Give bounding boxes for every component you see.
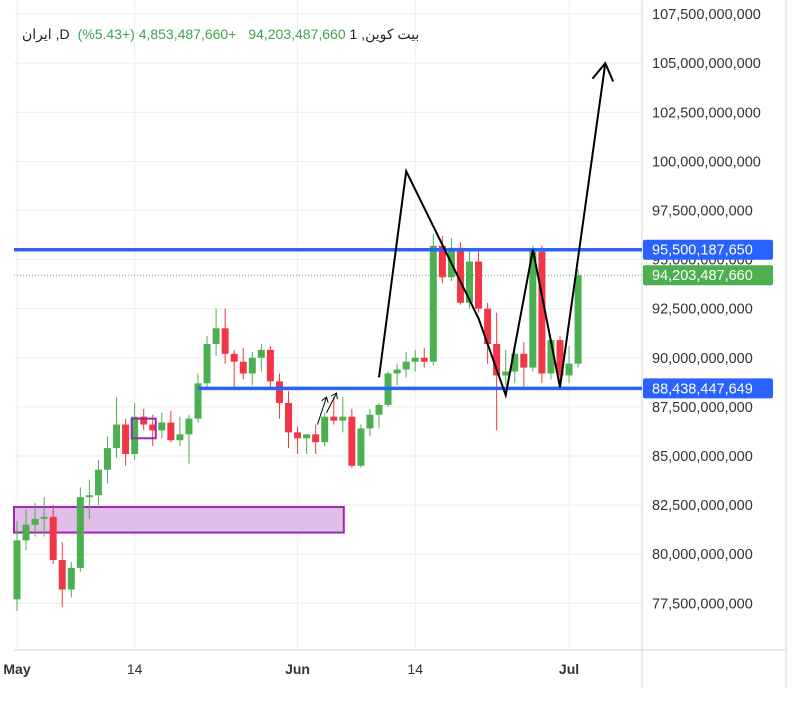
candle-body [475,261,483,309]
y-tick-label: 90,000,000,000 [652,351,753,367]
y-tick-label: 92,500,000,000 [652,302,753,318]
small-arrow [326,392,337,413]
candle-body [49,516,57,561]
candle-body [456,247,464,303]
y-tick-label: 85,000,000,000 [652,449,753,465]
candle-body [22,524,30,541]
candle-body [574,275,582,364]
candle-body [348,416,356,466]
y-tick-label: 77,500,000,000 [652,596,753,612]
candle-body [520,353,528,368]
candle-body [357,428,365,466]
support-tag [643,378,773,399]
candle-body [511,353,519,372]
small-arrow [316,396,327,425]
candle-body [375,404,383,415]
candle-body [438,245,446,278]
candle-body [31,518,39,525]
y-tick-label: 107,500,000,000 [652,7,761,23]
candle-body [85,495,93,498]
last-price-tag [643,265,773,286]
y-tick-label: 97,500,000,000 [652,203,753,219]
support-tag-label: 88,438,447,649 [652,381,753,397]
candle-body [275,381,283,403]
candle-body [321,416,329,443]
candle-body [565,363,573,376]
arrow-head [591,61,615,82]
candle-body [429,245,437,362]
symbol-name: ایران ,Dبیت کوین, 1 [22,26,420,42]
candle-body [158,422,166,431]
candle-body [294,432,302,439]
candle-body [131,416,139,454]
candle-body [113,424,121,449]
symbol-legend: ایران ,Dبیت کوین, 1 94,203,487,660 +4,85… [22,26,419,43]
y-tick-label: 102,500,000,000 [652,105,761,121]
candle-body [257,349,265,358]
y-tick-label: 80,000,000,000 [652,547,753,563]
candle-body [285,402,292,433]
y-tick-label: 105,000,000,000 [652,56,761,72]
price-change: +4,853,487,660 (+5.43%) [77,26,237,42]
candle-body [194,383,202,419]
candle-body [13,540,21,600]
candle-body [122,424,130,454]
x-tick-label: Jun [285,661,310,677]
candle-body [366,414,374,429]
candle-body [176,434,184,441]
candle-body [230,353,238,362]
x-tick-label: May [3,661,30,677]
candle-body [76,497,84,568]
candle-body [104,448,111,470]
candle-body [221,328,229,354]
candle-body [529,251,537,368]
candle-body [420,357,428,362]
candle-body [140,416,148,425]
y-tick-label: 87,500,000,000 [652,400,753,416]
candle-body [484,308,492,345]
candle-body [185,418,193,435]
resistance-tag [643,239,773,260]
candle-body [547,340,555,374]
pattern-drawing [378,63,607,399]
y-tick-label: 82,500,000,000 [652,498,753,514]
candle-body [149,424,157,431]
candle-body [411,357,419,362]
candle-body [502,371,510,376]
candle-body [203,344,211,384]
candle-body [40,516,48,519]
small-arrow-head [321,396,329,403]
candle-body [248,357,256,374]
small-arrow-head [330,392,338,400]
candle-body [167,422,175,441]
candle-body [330,416,338,421]
x-tick-label: 14 [407,661,423,677]
candle-body [339,416,347,421]
x-tick-label: Jul [559,661,579,677]
candle-body [58,560,66,590]
candle-body [67,567,75,590]
last-price-tag-label: 94,203,487,660 [652,268,753,284]
resistance-tag-label: 95,500,187,650 [652,243,753,259]
last-price-value: 94,203,487,660 [248,26,346,42]
candle-body [402,361,410,370]
candle-body [266,349,274,382]
candle-body [303,434,311,439]
candle-body [393,369,401,374]
candle-body [239,361,247,374]
y-tick-label: 100,000,000,000 [652,154,761,170]
marker-box [130,417,157,440]
candle-body [556,340,564,376]
candle-body [466,261,473,303]
candle-body [538,251,546,374]
candle-body [94,469,102,496]
x-tick-label: 14 [127,661,143,677]
demand-zone [13,506,345,534]
candle-body [212,328,220,345]
candle-body [312,434,320,443]
candle-body [493,344,501,376]
